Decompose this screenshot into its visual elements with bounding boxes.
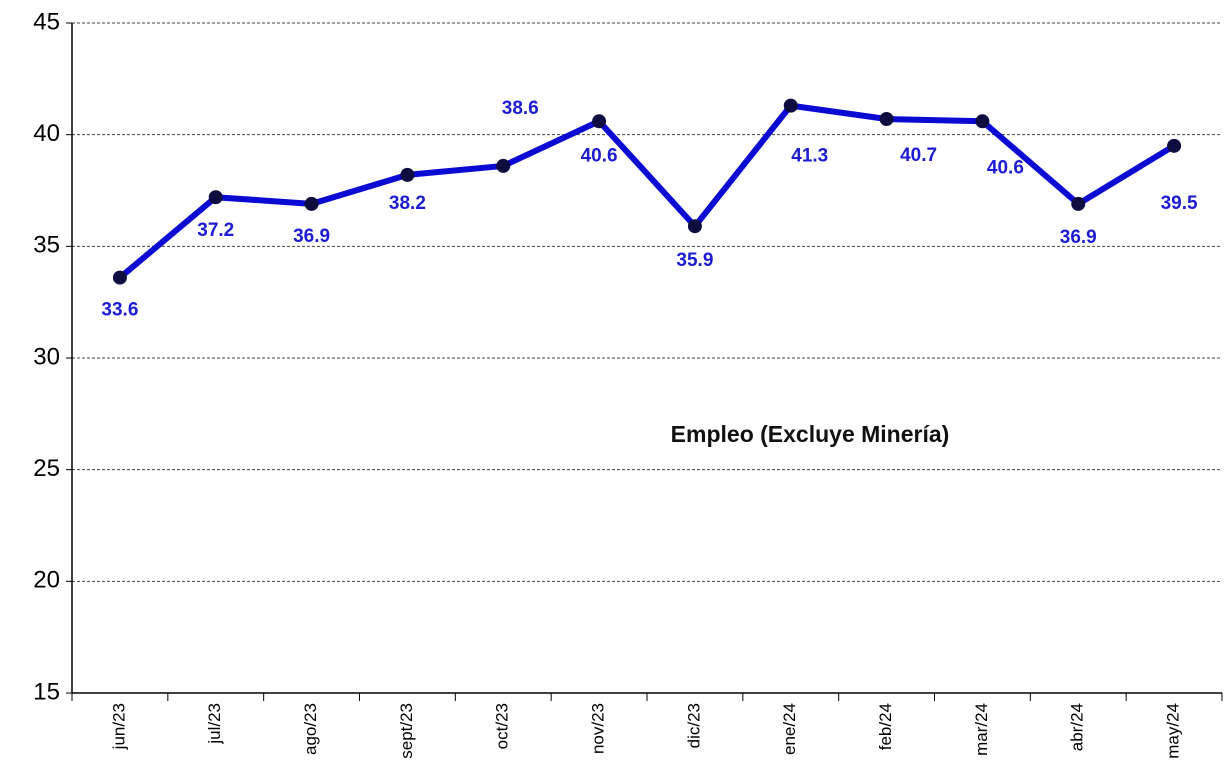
y-tick-label: 30 [33, 343, 60, 370]
marker [112, 270, 127, 285]
x-tick-label: may/24 [1164, 703, 1183, 759]
marker [208, 190, 223, 205]
x-tick-label: abr/24 [1068, 703, 1087, 751]
x-tick-label: ene/24 [780, 703, 799, 755]
x-tick-label: mar/24 [972, 703, 991, 756]
marker [592, 114, 607, 129]
y-tick-label: 20 [33, 567, 60, 594]
x-tick-label: nov/23 [589, 703, 608, 754]
marker [975, 114, 990, 129]
line [117, 102, 1176, 280]
x-tick-label: ago/23 [301, 703, 320, 755]
marker [1167, 138, 1182, 153]
y-tick-label: 40 [33, 120, 60, 147]
data-label: 36.9 [293, 226, 330, 247]
y-tick-label: 35 [33, 232, 60, 259]
x-tick-label: feb/24 [876, 703, 895, 750]
x-tick-label: oct/23 [493, 703, 512, 749]
x-tick-label: jul/23 [205, 703, 224, 745]
data-label: 35.9 [676, 250, 713, 271]
data-label: 36.9 [1060, 227, 1097, 248]
y-tick-label: 45 [33, 8, 60, 35]
marker [783, 98, 798, 113]
y-tick-label: 15 [33, 678, 60, 705]
data-label: 40.6 [987, 157, 1024, 178]
marker [1071, 196, 1086, 211]
marker [687, 219, 702, 234]
marker [304, 196, 319, 211]
data-label: 37.2 [197, 220, 234, 241]
marker [496, 158, 511, 173]
data-label: 38.2 [389, 193, 426, 214]
marker [879, 112, 894, 127]
x-tick-label: jun/23 [109, 703, 128, 750]
data-label: 33.6 [101, 300, 138, 321]
data-label: 41.3 [791, 146, 828, 167]
data-label: 38.6 [502, 98, 539, 119]
marker [400, 167, 415, 182]
y-tick-label: 25 [33, 455, 60, 482]
data-label: 40.7 [900, 145, 937, 166]
x-tick-label: dic/23 [684, 703, 703, 748]
x-tick-label: sept/23 [397, 703, 416, 759]
data-label: 39.5 [1161, 193, 1198, 214]
annotation: Empleo (Excluye Minería) [671, 421, 950, 447]
data-label: 40.6 [581, 145, 618, 166]
